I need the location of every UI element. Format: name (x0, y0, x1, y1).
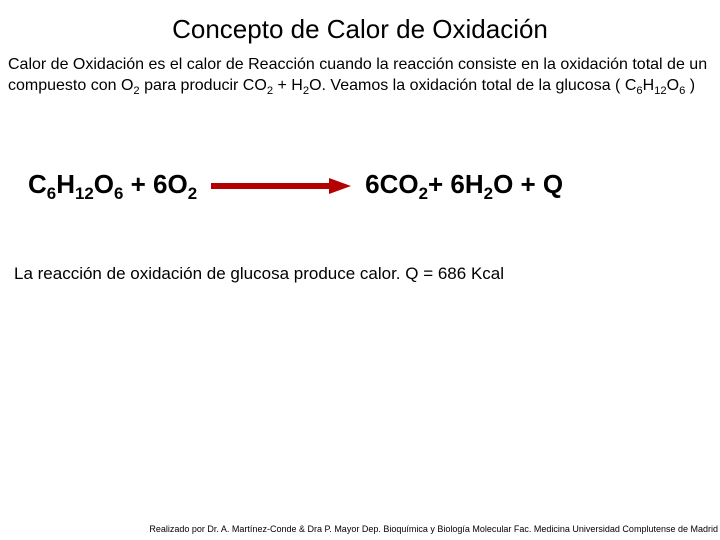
eq-sub: 12 (75, 184, 94, 203)
page-title: Concepto de Calor de Oxidación (0, 0, 720, 55)
intro-paragraph: Calor de Oxidación es el calor de Reacci… (0, 55, 720, 99)
para-text: ) (685, 77, 695, 94)
para-text: O. Veamos la oxidación total de la gluco… (309, 77, 636, 94)
eq-sub: 6 (47, 184, 56, 203)
para-text: O (667, 77, 679, 94)
eq-sub: 2 (484, 184, 493, 203)
eq-text: 6CO (365, 169, 418, 199)
eq-text: + 6O (123, 169, 187, 199)
result-text: La reacción de oxidación de glucosa prod… (0, 264, 720, 284)
equation-left: C6H12O6 + 6O2 (28, 169, 197, 204)
eq-sub: 2 (419, 184, 428, 203)
para-text: para producir CO (140, 77, 267, 94)
equation-row: C6H12O6 + 6O2 6CO2+ 6H2O + Q (0, 99, 720, 264)
footer-credit: Realizado por Dr. A. Martínez-Conde & Dr… (0, 524, 720, 534)
eq-text: O + Q (493, 169, 563, 199)
para-sub: 12 (654, 85, 666, 97)
eq-sub: 2 (188, 184, 197, 203)
equation-right: 6CO2+ 6H2O + Q (365, 169, 563, 204)
eq-text: C (28, 169, 47, 199)
reaction-arrow-icon (211, 178, 351, 194)
eq-text: + 6H (428, 169, 484, 199)
para-text: H (643, 77, 655, 94)
para-text: + H (273, 77, 303, 94)
eq-text: O (94, 169, 114, 199)
eq-text: H (56, 169, 75, 199)
eq-sub: 6 (114, 184, 123, 203)
arrow-head (329, 178, 351, 194)
